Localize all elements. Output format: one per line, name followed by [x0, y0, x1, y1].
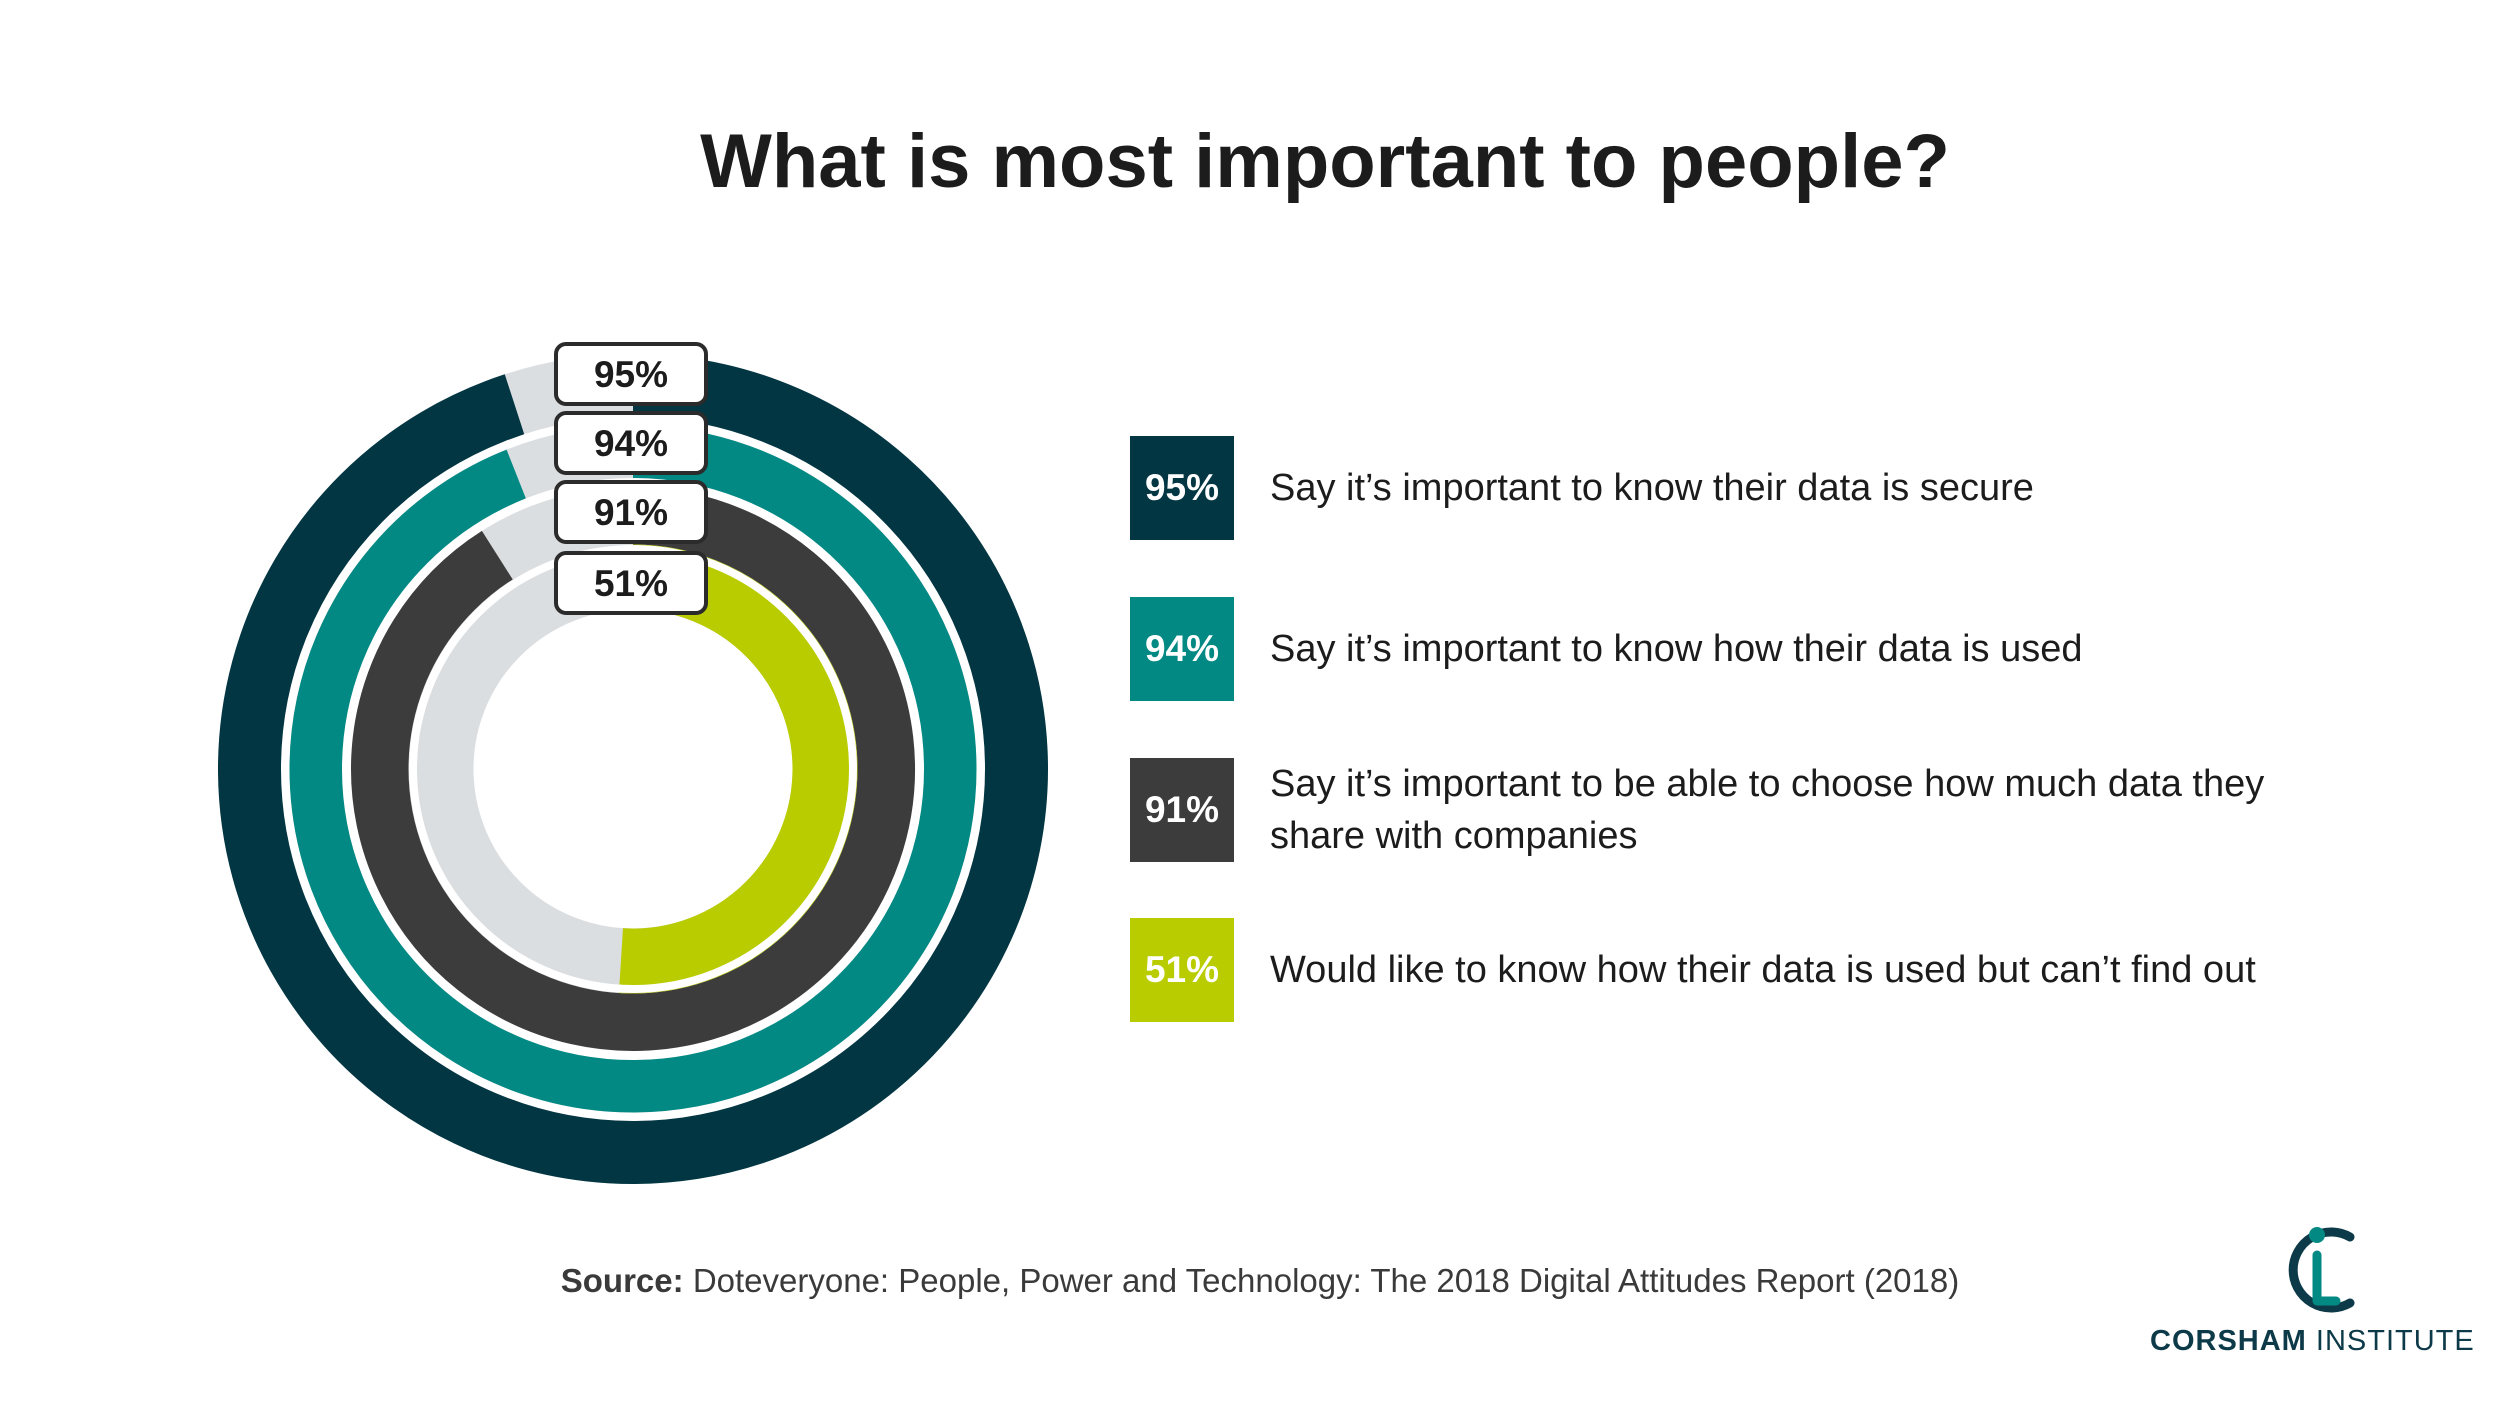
logo-wordmark: CORSHAM INSTITUTE: [2150, 1325, 2474, 1358]
ring-value-label-secure: 95%: [554, 342, 708, 406]
ring-value-text-choose: 91%: [594, 492, 668, 533]
legend-text-cant-find: Would like to know how their data is use…: [1270, 949, 2256, 991]
legend-swatch-secure: 95%: [1130, 436, 1234, 540]
legend-item-choose: 91% Say it’s important to be able to cho…: [1130, 758, 2350, 862]
ring-bar-secure: [218, 354, 1048, 1184]
ring-value-text-cant-find: 51%: [594, 563, 668, 604]
legend-swatch-choose: 91%: [1130, 758, 1234, 862]
chart-title: What is most important to people?: [700, 119, 1950, 204]
source-text: Doteveryone: People, Power and Technolog…: [692, 1262, 1960, 1299]
ring-bar-choose: [351, 487, 915, 1051]
legend-swatch-used: 94%: [1130, 597, 1234, 701]
legend-text-choose: Say it’s important to be able to choose …: [1270, 763, 2265, 857]
ring-value-label-choose: 91%: [554, 480, 708, 544]
radial-bar-chart: 95% 94% 91% 51%: [218, 342, 1048, 1184]
ring-value-label-used: 94%: [554, 411, 708, 475]
legend-text-secure: Say it’s important to know their data is…: [1270, 467, 2034, 509]
chart-legend: 95% Say it’s important to know their dat…: [1130, 0, 2380, 1407]
ring-value-text-used: 94%: [594, 423, 668, 464]
legend-item-cant-find: 51% Would like to know how their data is…: [1130, 918, 2350, 1022]
legend-swatch-cant-find: 51%: [1130, 918, 1234, 1022]
ring-value-text-secure: 95%: [594, 354, 668, 395]
corsham-institute-logo: CORSHAM INSTITUTE: [2150, 1215, 2474, 1365]
ring-value-label-cant-find: 51%: [554, 551, 708, 615]
ring-separator-3: [409, 545, 857, 993]
logo-name-bold: CORSHAM: [2150, 1325, 2307, 1357]
source-label: Source:: [560, 1262, 684, 1299]
ring-bar-cant-find: [618, 544, 858, 994]
source-note: Source: Doteveryone: People, Power and T…: [0, 1262, 2500, 1300]
legend-text-used: Say it’s important to know how their dat…: [1270, 628, 2083, 670]
legend-item-secure: 95% Say it’s important to know their dat…: [1130, 436, 2350, 540]
logo-name-regular: INSTITUTE: [2315, 1325, 2475, 1357]
legend-item-used: 94% Say it’s important to know how their…: [1130, 597, 2350, 701]
ring-bar-used: [289, 425, 977, 1113]
logo-mark-icon: [2288, 1227, 2355, 1313]
